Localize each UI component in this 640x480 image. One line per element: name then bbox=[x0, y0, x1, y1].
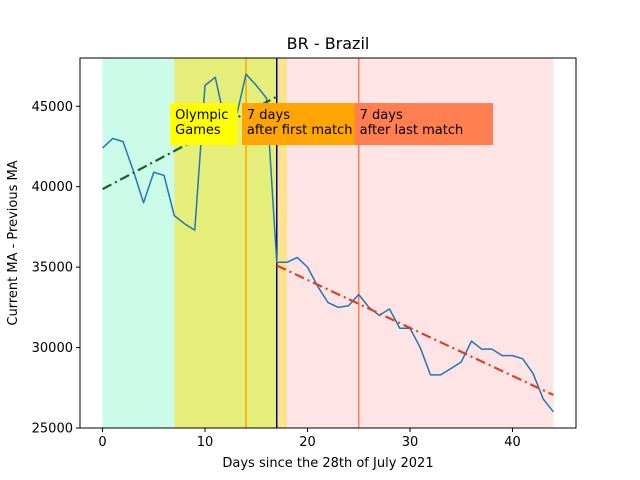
annotation-line-0-1: Games bbox=[175, 123, 221, 138]
chart-title: BR - Brazil bbox=[287, 34, 370, 53]
x-tick-label-30: 30 bbox=[402, 435, 419, 450]
annotation-line-2-1: after last match bbox=[360, 123, 464, 138]
annotation-line-0-0: Olympic bbox=[175, 108, 228, 123]
annotation-text-2: 7 days after last match bbox=[360, 108, 464, 138]
x-tick-label-0: 0 bbox=[98, 435, 106, 450]
y-tick-label-35000: 35000 bbox=[32, 261, 73, 276]
annotation-box-0 bbox=[170, 103, 238, 146]
annotation-box-2 bbox=[354, 103, 494, 146]
shaded-region-2 bbox=[276, 58, 288, 428]
annotation-line-2-0: 7 days bbox=[360, 108, 403, 123]
y-tick-label-45000: 45000 bbox=[32, 100, 73, 115]
y-tick-label-40000: 40000 bbox=[32, 180, 73, 195]
x-axis-ticks: 0 10 20 30 40 bbox=[98, 428, 521, 450]
y-axis-ticks: 25000 30000 35000 40000 45000 bbox=[32, 100, 80, 437]
shaded-region-0 bbox=[102, 58, 175, 428]
annotation-2: 7 days after last match bbox=[354, 103, 494, 146]
annotation-line-1-0: 7 days bbox=[247, 108, 290, 123]
x-axis-label: Days since the 28th of July 2021 bbox=[222, 456, 433, 471]
plot-frame bbox=[79, 57, 577, 429]
y-tick-label-25000: 25000 bbox=[32, 422, 73, 437]
annotation-line-1-1: after first match bbox=[247, 123, 353, 138]
y-tick-label-30000: 30000 bbox=[32, 341, 73, 356]
series-line-0 bbox=[102, 73, 555, 413]
x-tick-label-10: 10 bbox=[197, 435, 214, 450]
trend-line-1 bbox=[276, 264, 554, 397]
x-tick-label-40: 40 bbox=[504, 435, 521, 450]
y-axis-label: Current MA - Previous MA bbox=[6, 160, 21, 325]
annotation-text-0: Olympic Games bbox=[175, 108, 228, 138]
annotation-0: Olympic Games bbox=[170, 103, 238, 146]
x-tick-label-20: 20 bbox=[299, 435, 316, 450]
annotation-text-1: 7 days after first match bbox=[247, 108, 353, 138]
